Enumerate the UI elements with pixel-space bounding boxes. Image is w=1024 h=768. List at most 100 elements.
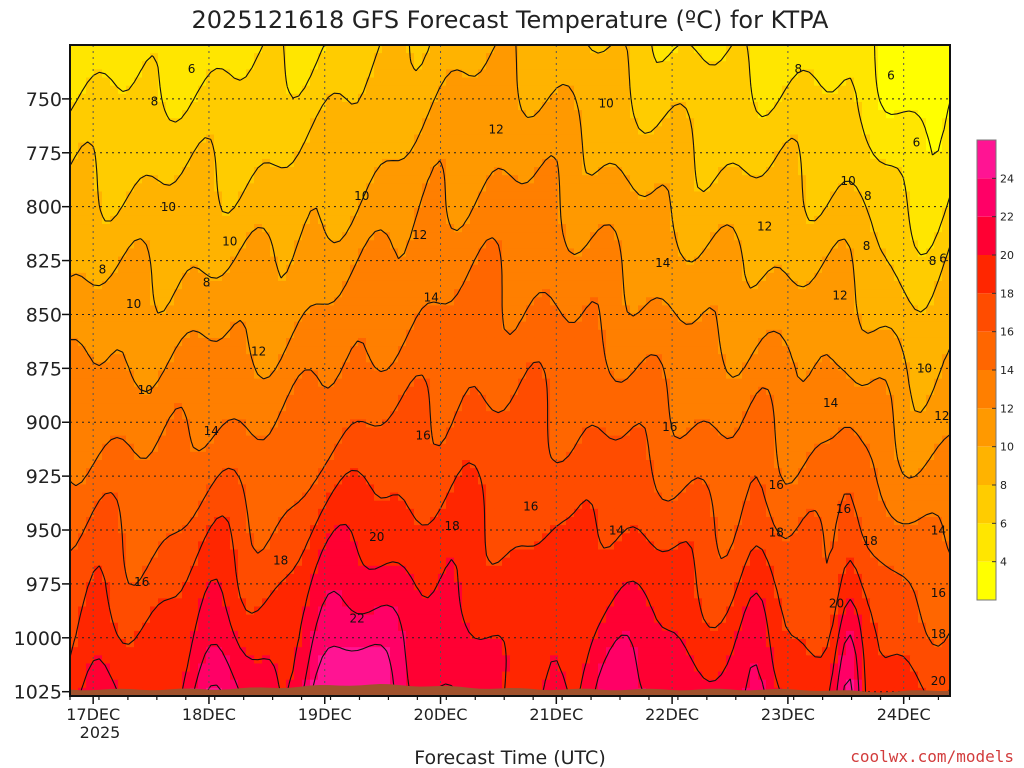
temperature-cell bbox=[86, 142, 95, 152]
temperature-cell bbox=[822, 191, 831, 201]
temperature-cell bbox=[862, 118, 871, 127]
temperature-cell bbox=[494, 77, 503, 87]
temperature-cell bbox=[518, 354, 527, 363]
temperature-cell bbox=[478, 240, 487, 250]
temperature-cell bbox=[606, 378, 615, 388]
temperature-cell bbox=[830, 167, 839, 176]
temperature-cell bbox=[110, 69, 119, 79]
temperature-cell bbox=[590, 45, 599, 54]
temperature-cell bbox=[942, 224, 950, 233]
temperature-cell bbox=[574, 337, 583, 347]
temperature-cell bbox=[222, 175, 231, 184]
temperature-cell bbox=[382, 118, 391, 127]
temperature-cell bbox=[350, 183, 359, 193]
temperature-cell bbox=[822, 142, 831, 152]
temperature-cell bbox=[94, 167, 103, 176]
temperature-cell bbox=[846, 321, 855, 331]
temperature-cell bbox=[510, 313, 519, 323]
temperature-cell bbox=[222, 142, 231, 152]
temperature-cell bbox=[862, 61, 871, 71]
temperature-cell bbox=[494, 126, 503, 136]
temperature-cell bbox=[862, 240, 871, 250]
temperature-cell bbox=[934, 110, 943, 119]
temperature-cell bbox=[390, 207, 399, 217]
temperature-cell bbox=[774, 297, 783, 306]
temperature-cell bbox=[294, 142, 303, 152]
temperature-cell bbox=[414, 289, 423, 298]
temperature-cell bbox=[918, 199, 927, 209]
temperature-cell bbox=[734, 272, 743, 282]
temperature-cell bbox=[78, 215, 87, 225]
temperature-cell bbox=[566, 150, 575, 160]
temperature-cell bbox=[782, 191, 791, 201]
temperature-cell bbox=[198, 134, 207, 144]
temperature-cell bbox=[862, 101, 871, 111]
temperature-cell bbox=[750, 354, 759, 363]
temperature-cell bbox=[326, 142, 335, 152]
temperature-cell bbox=[926, 183, 935, 193]
temperature-cell bbox=[358, 142, 367, 152]
temperature-cell bbox=[270, 280, 279, 290]
temperature-cell bbox=[790, 118, 799, 127]
temperature-cell bbox=[886, 142, 895, 152]
temperature-cell bbox=[206, 45, 215, 54]
temperature-cell bbox=[94, 313, 103, 323]
temperature-cell bbox=[326, 175, 335, 184]
temperature-cell bbox=[238, 232, 247, 241]
temperature-cell bbox=[310, 53, 319, 62]
temperature-cell bbox=[774, 61, 783, 71]
temperature-cell bbox=[166, 378, 175, 388]
temperature-cell bbox=[558, 403, 567, 412]
temperature-cell bbox=[126, 150, 135, 160]
temperature-cell bbox=[502, 224, 511, 233]
temperature-cell bbox=[262, 118, 271, 127]
temperature-cell bbox=[550, 280, 559, 290]
temperature-cell bbox=[118, 167, 127, 176]
temperature-cell bbox=[782, 248, 791, 258]
temperature-cell bbox=[166, 191, 175, 201]
temperature-cell bbox=[534, 183, 543, 193]
temperature-cell bbox=[502, 297, 511, 306]
temperature-cell bbox=[214, 354, 223, 363]
temperature-cell bbox=[438, 207, 447, 217]
temperature-cell bbox=[870, 313, 879, 323]
temperature-cell bbox=[406, 321, 415, 331]
temperature-cell bbox=[446, 224, 455, 233]
temperature-cell bbox=[758, 280, 767, 290]
temperature-cell bbox=[590, 142, 599, 152]
temperature-cell bbox=[702, 150, 711, 160]
temperature-cell bbox=[566, 272, 575, 282]
temperature-cell bbox=[742, 403, 751, 412]
temperature-cell bbox=[102, 280, 111, 290]
temperature-cell bbox=[678, 362, 687, 372]
temperature-cell bbox=[574, 362, 583, 372]
temperature-cell bbox=[678, 215, 687, 225]
temperature-cell bbox=[302, 362, 311, 372]
temperature-cell bbox=[102, 403, 111, 412]
temperature-cell bbox=[902, 370, 911, 380]
temperature-cell bbox=[278, 118, 287, 127]
temperature-cell bbox=[926, 329, 935, 339]
temperature-cell bbox=[454, 354, 463, 363]
temperature-cell bbox=[758, 150, 767, 160]
temperature-cell bbox=[294, 305, 303, 315]
temperature-cell bbox=[654, 85, 663, 95]
temperature-cell bbox=[350, 142, 359, 152]
temperature-cell bbox=[630, 118, 639, 127]
temperature-cell bbox=[686, 142, 695, 152]
temperature-cell bbox=[918, 378, 927, 388]
temperature-cell bbox=[158, 394, 167, 404]
temperature-cell bbox=[414, 313, 423, 323]
temperature-cell bbox=[366, 215, 375, 225]
temperature-cell bbox=[798, 362, 807, 372]
temperature-cell bbox=[630, 53, 639, 62]
temperature-cell bbox=[726, 378, 735, 388]
temperature-cell bbox=[678, 329, 687, 339]
temperature-cell bbox=[278, 264, 287, 274]
temperature-cell bbox=[830, 346, 839, 355]
temperature-cell bbox=[926, 394, 935, 404]
temperature-cell bbox=[166, 69, 175, 79]
temperature-cell bbox=[918, 289, 927, 298]
temperature-cell bbox=[94, 93, 103, 103]
temperature-cell bbox=[94, 126, 103, 136]
